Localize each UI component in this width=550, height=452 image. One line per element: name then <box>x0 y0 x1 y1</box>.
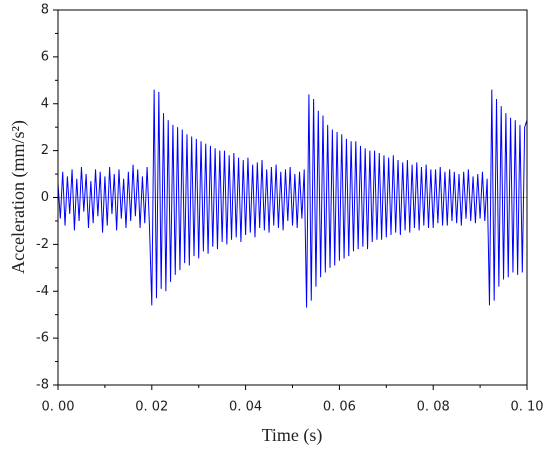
x-tick-label: 0. 04 <box>229 400 262 415</box>
y-tick-label: -4 <box>36 284 49 299</box>
x-tick-label: 0. 02 <box>135 400 168 415</box>
x-tick-label: 0. 00 <box>41 400 74 415</box>
y-tick-label: -8 <box>36 378 49 393</box>
y-tick-label: 2 <box>41 143 49 158</box>
data-line <box>57 89 528 308</box>
y-tick-label: 4 <box>41 96 49 111</box>
y-tick-label: -2 <box>36 237 49 252</box>
y-tick-label: 0 <box>41 190 49 205</box>
y-axis-label: Acceleration (mm/s²) <box>8 120 29 274</box>
y-tick-label: 6 <box>41 49 49 64</box>
x-tick-label: 0. 08 <box>417 400 450 415</box>
y-tick-label: 8 <box>41 3 49 18</box>
x-tick-label: 0. 10 <box>510 400 543 415</box>
x-axis-label: Time (s) <box>262 425 323 446</box>
y-tick-label: -6 <box>36 331 49 346</box>
x-tick-label: 0. 06 <box>323 400 356 415</box>
